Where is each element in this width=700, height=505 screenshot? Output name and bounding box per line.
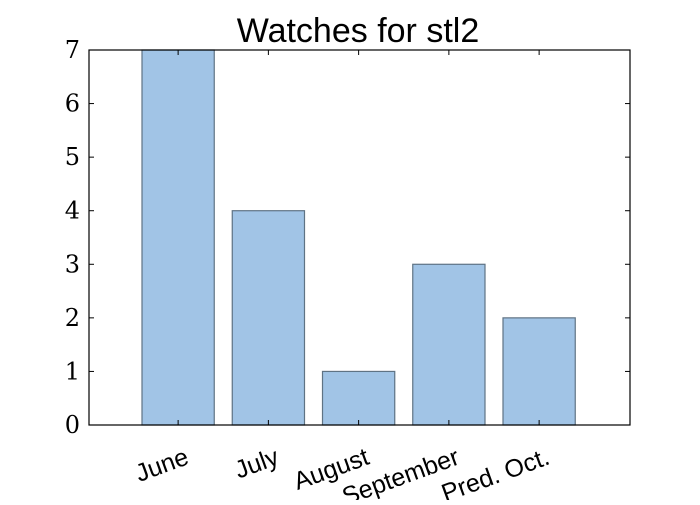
bar-june — [141, 49, 215, 426]
bar-pred-oct — [502, 317, 576, 426]
chart-title: Watches for stl2 — [237, 12, 479, 50]
y-tick-label: 0 — [65, 411, 80, 439]
x-tick-label: June — [132, 443, 193, 488]
bar-july — [231, 210, 306, 426]
bar-august — [321, 370, 396, 426]
y-tick-label: 6 — [65, 90, 80, 118]
plot-frame — [88, 49, 631, 426]
y-tick-label: 1 — [65, 357, 80, 385]
y-tick-label: 2 — [65, 304, 80, 332]
bars-group — [141, 49, 576, 426]
y-axis: 0 1 2 3 4 5 6 7 — [65, 36, 630, 439]
y-tick-label: 4 — [65, 197, 80, 225]
y-tick-label: 7 — [65, 36, 80, 64]
y-tick-label: 3 — [65, 250, 80, 278]
y-tick-label: 5 — [65, 143, 80, 171]
x-tick-label: July — [231, 443, 283, 485]
bar-september — [412, 263, 486, 426]
